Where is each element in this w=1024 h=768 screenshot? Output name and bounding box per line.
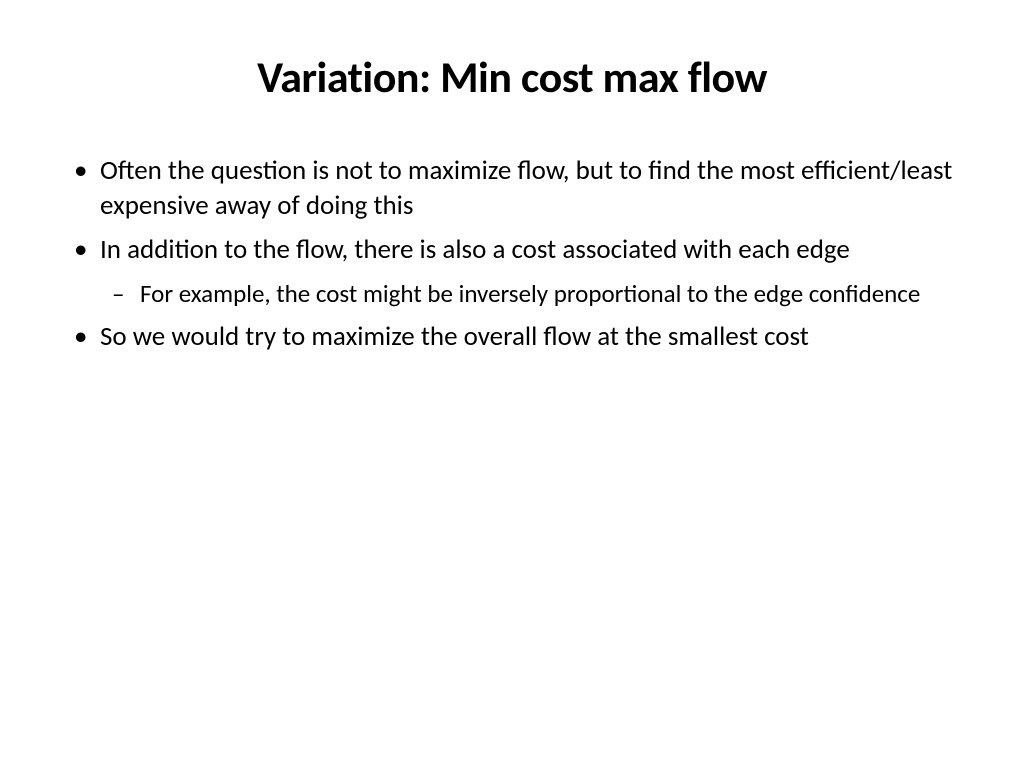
bullet-item: Often the question is not to maximize fl… bbox=[68, 154, 956, 223]
slide-content: Often the question is not to maximize fl… bbox=[68, 154, 956, 354]
slide-title: Variation: Min cost max flow bbox=[68, 50, 956, 104]
bullet-item: So we would try to maximize the overall … bbox=[68, 320, 956, 355]
bullet-list: Often the question is not to maximize fl… bbox=[68, 154, 956, 354]
slide-container: Variation: Min cost max flow Often the q… bbox=[0, 0, 1024, 768]
bullet-sub-item: For example, the cost might be inversely… bbox=[68, 278, 956, 310]
bullet-item: In addition to the flow, there is also a… bbox=[68, 233, 956, 268]
